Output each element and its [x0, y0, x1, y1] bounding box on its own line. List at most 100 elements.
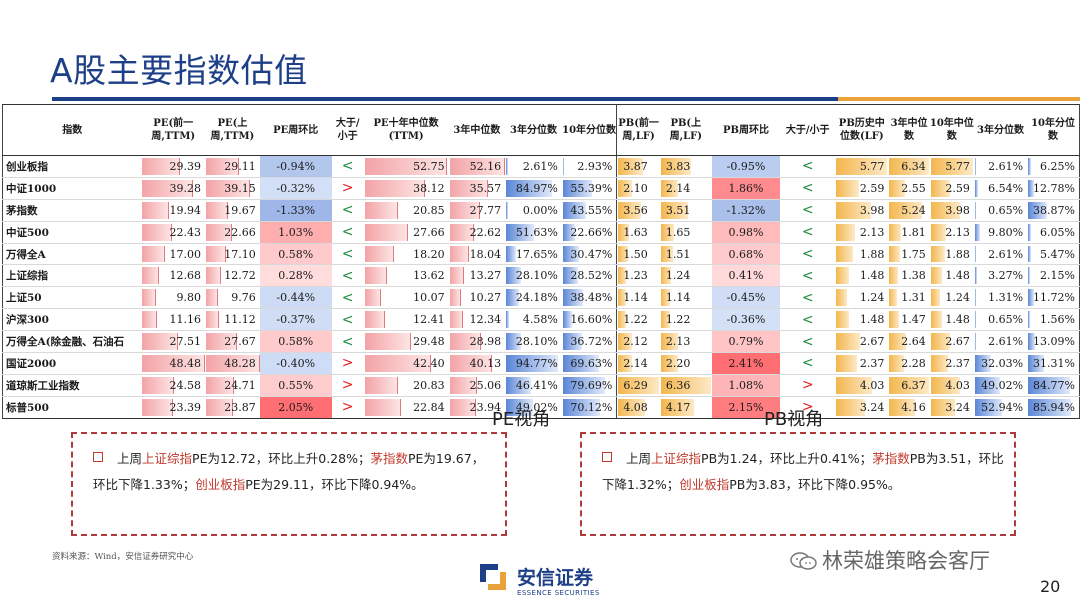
pb-chg-cell: 0.41%	[711, 264, 781, 288]
value-text: 10.07	[413, 291, 445, 305]
value-bar	[506, 311, 509, 329]
value-bar	[142, 289, 156, 307]
pb-last-cell: 2.20	[659, 352, 712, 375]
pe-3y-pct-cell: 28.10%	[505, 264, 562, 288]
pe-last-cell: 27.67	[205, 330, 260, 354]
value-bar	[974, 179, 979, 197]
value-text: 2.37	[945, 356, 970, 370]
value-bar	[889, 158, 929, 175]
pe-10y-cell: 42.40	[363, 352, 449, 375]
value-bar	[618, 245, 629, 263]
pb-3y-med-cell: 1.75	[888, 243, 930, 266]
value-text: 3.51	[665, 203, 691, 217]
value-text: 2.13	[859, 225, 885, 239]
value-text: 2.67	[945, 335, 970, 349]
pe-last-cell: 17.10	[205, 243, 260, 266]
value-text: 1.24	[665, 269, 691, 283]
value-text: 29.11	[224, 159, 256, 173]
pe-cmp-cell: >	[331, 177, 364, 200]
pb-3y-med-cell: 1.38	[888, 264, 930, 288]
value-bar	[562, 289, 583, 307]
pb-cmp-cell: <	[780, 199, 836, 222]
title-rule-orange	[838, 97, 1080, 101]
value-bar	[974, 201, 977, 219]
value-text: 29.48	[413, 335, 445, 349]
value-text: 6.37	[901, 378, 926, 392]
value-bar	[889, 179, 906, 197]
header-pe-cmp: 大于/小于	[331, 104, 364, 156]
value-text: 22.66%	[570, 225, 613, 239]
value-bar	[1028, 267, 1030, 285]
value-text: 5.47%	[1040, 247, 1075, 261]
value-text: 6.36	[665, 378, 691, 392]
value-bar	[660, 398, 694, 416]
value-bar	[836, 245, 853, 263]
pb-10y-med-cell: 3.24	[929, 396, 974, 419]
value-text: 48.28	[224, 356, 256, 370]
pb-10y-pct-cell: 1.56%	[1027, 308, 1080, 332]
value-text: 13.62	[413, 269, 445, 283]
pb-3y-pct-cell: 49.02%	[973, 374, 1028, 397]
value-text: 24.18%	[515, 291, 558, 305]
value-bar	[364, 333, 412, 351]
pb-hist-cell: 1.48	[835, 264, 889, 288]
value-text: 13.27	[469, 269, 502, 283]
pe-cmp-cell: <	[331, 264, 364, 288]
pe-last-cell: 24.71	[205, 374, 260, 397]
pe-3y-pct-cell: 2.61%	[505, 155, 562, 178]
value-bar	[618, 333, 633, 351]
pb-chg-cell: -0.36%	[711, 308, 781, 332]
pb-highlight-2: 茅指数	[872, 451, 910, 466]
pb-chg-cell: 2.41%	[711, 352, 781, 375]
value-text: 43.55%	[570, 203, 613, 217]
header-pb-hist: PB历史中位数(LF)	[835, 104, 889, 156]
pb-chg-cell: 1.86%	[711, 177, 781, 200]
pe-3y-med-cell: 35.57	[448, 177, 506, 200]
pb-prev-cell: 1.50	[616, 243, 660, 266]
pb-3y-med-cell: 6.37	[888, 374, 930, 397]
pe-prev-cell: 9.80	[141, 286, 206, 310]
value-text: 3.24	[859, 400, 885, 414]
pe-last-cell: 22.66	[205, 221, 260, 244]
source-note: 资料来源：Wind，安信证券研究中心	[52, 552, 194, 562]
value-bar	[660, 267, 671, 285]
pb-prev-cell: 3.87	[616, 155, 660, 178]
pe-chg-cell: 2.05%	[259, 396, 332, 419]
value-text: 6.29	[623, 378, 648, 392]
pb-prev-cell: 3.56	[616, 199, 660, 222]
pb-hist-cell: 1.88	[835, 243, 889, 266]
value-bar	[562, 311, 572, 329]
value-text: 2.67	[859, 335, 885, 349]
watermark-text: 林荣雄策略会客厅	[822, 549, 990, 573]
value-text: 6.25%	[1040, 159, 1075, 173]
value-bar	[142, 376, 175, 394]
pe-last-cell: 9.76	[205, 286, 260, 310]
pb-chg-cell: 1.08%	[711, 374, 781, 397]
pb-last-cell: 1.14	[659, 286, 712, 310]
value-bar	[1028, 223, 1032, 241]
pb-10y-med-cell: 1.48	[929, 308, 974, 332]
pb-prev-cell: 2.12	[616, 330, 660, 354]
value-bar	[562, 179, 592, 197]
value-text: 1.22	[623, 313, 648, 327]
pb-3y-pct-cell: 1.31%	[973, 286, 1028, 310]
value-text: 2.93%	[577, 159, 613, 173]
pb-10y-pct-cell: 13.09%	[1027, 330, 1080, 354]
pb-cmp-cell: <	[780, 308, 836, 332]
pb-chg-cell: -0.45%	[711, 286, 781, 310]
value-text: 32.03%	[981, 356, 1024, 370]
pe-highlight-1: 上证综指	[142, 451, 193, 466]
value-bar	[889, 333, 906, 351]
pb-10y-pct-cell: 84.77%	[1027, 374, 1080, 397]
pb-3y-pct-cell: 32.03%	[973, 352, 1028, 375]
value-bar	[889, 398, 916, 416]
value-bar	[618, 311, 627, 329]
name-cell: 万得全A(除金融、石油石	[2, 330, 142, 354]
valuation-table: 指数 PE(前一周,TTM) PE(上周,TTM) PE周环比 大于/小于 PE…	[2, 104, 1080, 419]
value-bar	[506, 355, 558, 372]
value-bar	[836, 376, 872, 394]
pb-cmp-cell: <	[780, 264, 836, 288]
value-bar	[206, 289, 218, 307]
value-bar	[506, 158, 508, 175]
pe-chg-cell: -0.44%	[259, 286, 332, 310]
